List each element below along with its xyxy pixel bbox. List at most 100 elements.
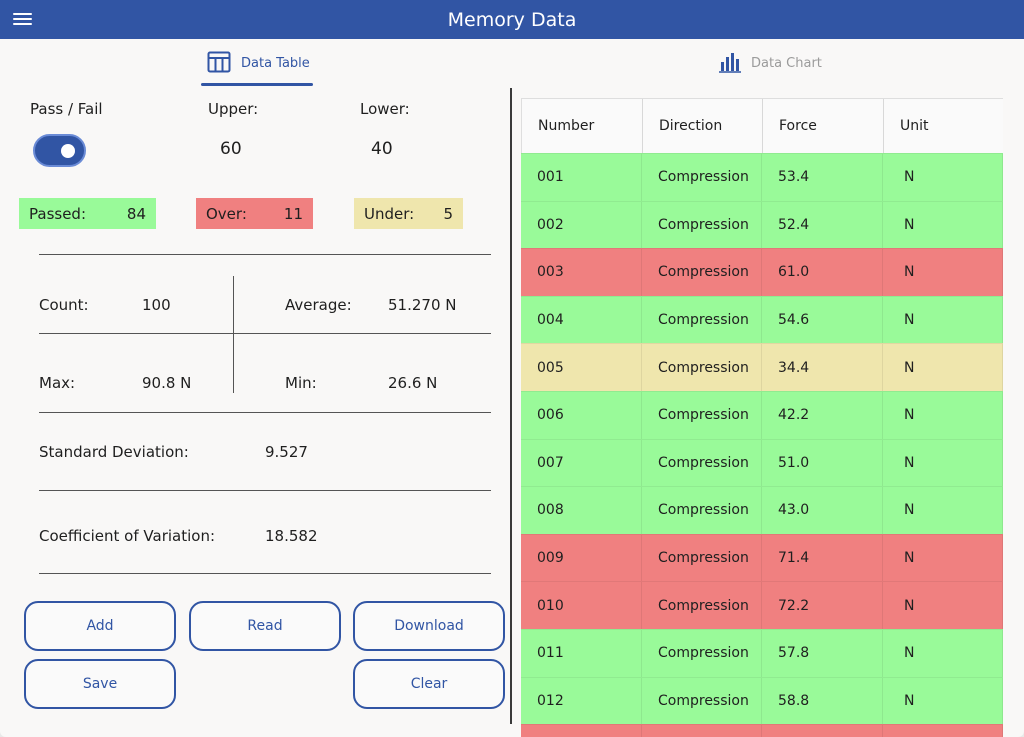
read-button[interactable]: Read [189, 601, 341, 651]
over-count: 11 [283, 205, 303, 223]
toggle-knob [61, 144, 75, 158]
cell-direction [642, 725, 762, 737]
cell-direction: Compression [642, 582, 762, 629]
under-label: Under: [364, 205, 415, 223]
divider-line [233, 276, 234, 393]
clear-button[interactable]: Clear [353, 659, 505, 709]
cell-direction: Compression [642, 201, 762, 249]
lower-limit-label: Lower: [360, 100, 410, 118]
table-header-row: Number Direction Force Unit [521, 98, 1003, 153]
table-row[interactable]: 009 Compression 71.4 N [521, 533, 1003, 582]
cell-unit: N [883, 249, 1003, 296]
cell-unit: N [883, 201, 1003, 249]
cell-number [521, 725, 642, 737]
count-label: Count: [39, 296, 89, 314]
table-row[interactable]: 012 Compression 58.8 N [521, 676, 1003, 725]
bar-chart-icon [719, 53, 741, 73]
upper-limit-value[interactable]: 60 [220, 139, 242, 159]
table-row[interactable]: 008 Compression 43.0 N [521, 486, 1003, 534]
table-row[interactable]: 011 Compression 57.8 N [521, 629, 1003, 677]
cell-unit [883, 725, 1003, 737]
cell-number: 001 [521, 154, 642, 201]
page-title: Memory Data [447, 9, 577, 31]
cell-unit: N [883, 439, 1003, 487]
save-button[interactable]: Save [24, 659, 176, 709]
cell-unit: N [883, 392, 1003, 439]
panel-divider [510, 88, 512, 724]
table-row[interactable]: 010 Compression 72.2 N [521, 581, 1003, 629]
passed-label: Passed: [29, 205, 86, 223]
cell-number: 008 [521, 487, 642, 534]
cell-number: 005 [521, 344, 642, 391]
divider-line [39, 333, 491, 334]
download-button[interactable]: Download [353, 601, 505, 651]
title-bar: Memory Data [0, 0, 1024, 39]
tab-data-table-label: Data Table [241, 56, 310, 71]
coefficient-of-variation-label: Coefficient of Variation: [39, 527, 216, 545]
tab-data-table[interactable]: Data Table [201, 50, 313, 86]
cell-number: 004 [521, 296, 642, 344]
cell-direction: Compression [642, 344, 762, 391]
cell-unit: N [883, 154, 1003, 201]
table-row[interactable] [521, 724, 1003, 737]
over-badge: Over: 11 [196, 198, 313, 229]
cell-force: 61.0 [762, 249, 883, 296]
data-table[interactable]: Number Direction Force Unit 001 Compressi… [521, 98, 1003, 737]
std-deviation-value: 9.527 [265, 443, 308, 461]
table-row[interactable]: 002 Compression 52.4 N [521, 200, 1003, 249]
passed-badge: Passed: 84 [19, 198, 156, 229]
column-header-number[interactable]: Number [522, 99, 643, 153]
cell-force: 71.4 [762, 534, 883, 582]
table-row[interactable]: 001 Compression 53.4 N [521, 153, 1003, 201]
column-header-force[interactable]: Force [763, 99, 884, 153]
divider-line [39, 254, 491, 255]
table-row[interactable]: 005 Compression 34.4 N [521, 343, 1003, 391]
cell-number: 009 [521, 534, 642, 582]
cell-number: 007 [521, 439, 642, 487]
column-header-direction[interactable]: Direction [643, 99, 763, 153]
cell-direction: Compression [642, 439, 762, 487]
pass-fail-toggle[interactable] [33, 134, 86, 167]
divider-line [39, 490, 491, 491]
cell-direction: Compression [642, 487, 762, 534]
table-icon [207, 51, 231, 73]
table-row[interactable]: 007 Compression 51.0 N [521, 438, 1003, 487]
cell-force [762, 725, 883, 737]
average-value: 51.270 N [388, 296, 457, 314]
table-row[interactable]: 006 Compression 42.2 N [521, 391, 1003, 439]
std-deviation-label: Standard Deviation: [39, 443, 189, 461]
tab-data-chart[interactable]: Data Chart [712, 50, 824, 86]
column-header-unit[interactable]: Unit [884, 99, 1003, 153]
lower-limit-value[interactable]: 40 [371, 139, 393, 159]
cell-unit: N [883, 677, 1003, 725]
cell-force: 53.4 [762, 154, 883, 201]
pass-fail-label: Pass / Fail [30, 100, 103, 118]
coefficient-of-variation-value: 18.582 [265, 527, 318, 545]
tab-data-chart-label: Data Chart [751, 56, 822, 71]
cell-unit: N [883, 582, 1003, 629]
under-count: 5 [443, 205, 453, 223]
over-label: Over: [206, 205, 247, 223]
cell-direction: Compression [642, 249, 762, 296]
min-label: Min: [285, 374, 317, 392]
cell-number: 003 [521, 249, 642, 296]
cell-force: 42.2 [762, 392, 883, 439]
cell-force: 34.4 [762, 344, 883, 391]
cell-direction: Compression [642, 296, 762, 344]
cell-number: 011 [521, 630, 642, 677]
cell-unit: N [883, 296, 1003, 344]
average-label: Average: [285, 296, 352, 314]
max-label: Max: [39, 374, 76, 392]
cell-force: 54.6 [762, 296, 883, 344]
cell-number: 002 [521, 201, 642, 249]
max-value: 90.8 N [142, 374, 192, 392]
add-button[interactable]: Add [24, 601, 176, 651]
cell-number: 012 [521, 677, 642, 725]
table-row[interactable]: 003 Compression 61.0 N [521, 248, 1003, 296]
cell-number: 006 [521, 392, 642, 439]
cell-force: 51.0 [762, 439, 883, 487]
hamburger-menu-icon[interactable] [12, 9, 34, 29]
table-row[interactable]: 004 Compression 54.6 N [521, 295, 1003, 344]
divider-line [39, 573, 491, 574]
